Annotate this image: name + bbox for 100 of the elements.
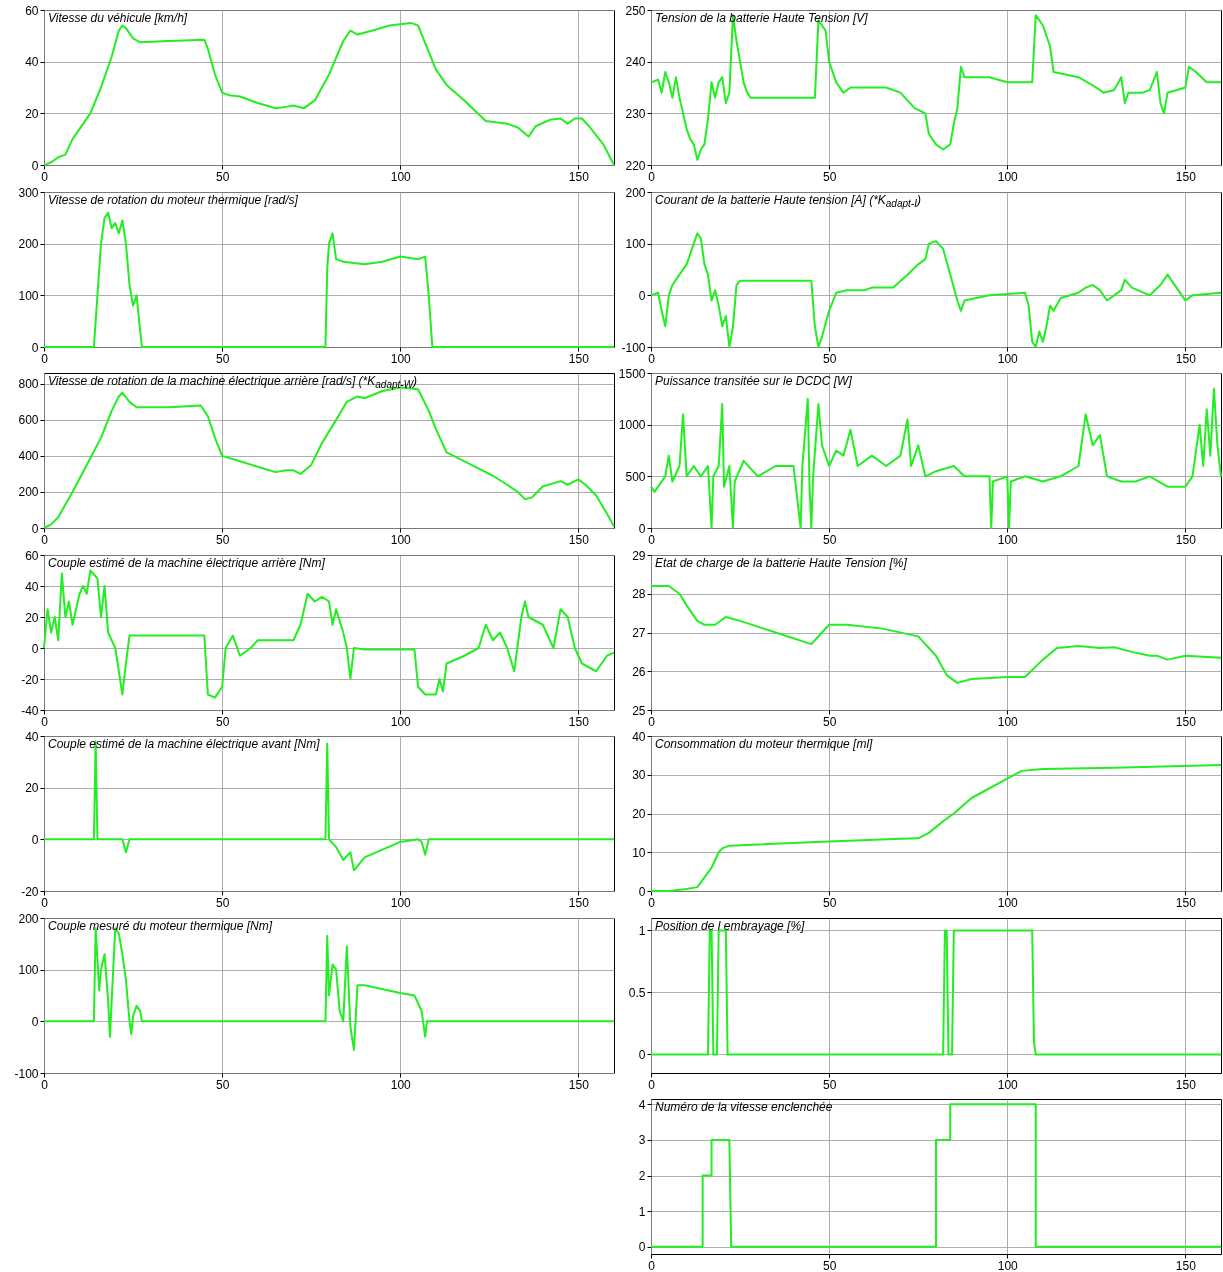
chart-title: Etat de charge de la batterie Haute Tension [%] <box>654 555 908 570</box>
y-tick-label: 200 <box>18 911 39 925</box>
y-tick-label: 40 <box>25 729 39 744</box>
x-tick-label: 150 <box>568 1077 590 1091</box>
x-tick-label: 150 <box>1175 532 1197 547</box>
chart-title: Position de l embrayage [%] <box>654 918 806 933</box>
x-tick-label: 0 <box>41 351 49 365</box>
chart-title: Couple mesuré du moteur thermique [Nm] <box>47 918 274 933</box>
x-tick-label: 50 <box>215 1077 230 1091</box>
x-tick-label: 50 <box>822 532 837 547</box>
x-tick-label: 50 <box>822 895 837 910</box>
x-tick-label: 0 <box>41 169 49 184</box>
line-series <box>650 584 1222 684</box>
x-tick-label: 100 <box>390 895 412 910</box>
x-tick-label: 0 <box>648 1258 656 1272</box>
y-tick-label: 60 <box>25 548 39 562</box>
chart-title: Courant de la batterie Haute tension [A] (*K$_{adapt-I}$) <box>654 192 922 209</box>
x-tick-label: 150 <box>1175 351 1197 365</box>
y-tick-label: 0 <box>31 521 39 536</box>
y-tick-label: 0 <box>31 158 39 173</box>
x-tick-label: 100 <box>390 1077 412 1091</box>
y-tick-label: -100 <box>14 1066 39 1080</box>
y-tick-label: 0 <box>31 641 39 655</box>
line-series <box>650 14 1222 161</box>
y-tick-label: 2 <box>638 1169 646 1184</box>
x-tick-label: 100 <box>997 1258 1019 1272</box>
x-tick-label: 150 <box>1175 1258 1197 1272</box>
y-tick-label: 1 <box>638 923 646 938</box>
y-tick-label: 0 <box>31 832 39 847</box>
chart-title: Vitesse du véhicule [km/h] <box>47 11 189 25</box>
x-tick-label: 100 <box>390 714 412 728</box>
y-tick-label: 0 <box>638 1047 646 1062</box>
x-tick-label: 150 <box>1175 1077 1197 1091</box>
y-tick-label: 300 <box>18 185 39 199</box>
line-series <box>43 569 615 699</box>
x-tick-label: 100 <box>997 895 1019 910</box>
y-tick-label: 10 <box>632 845 646 860</box>
y-tick-label: 26 <box>632 664 646 679</box>
x-tick-label: 100 <box>390 351 412 365</box>
x-tick-label: 100 <box>997 351 1019 365</box>
x-tick-label: 50 <box>215 714 230 728</box>
chart-title: Couple estimé de la machine électrique arrière [Nm] <box>47 555 326 570</box>
y-tick-label: 240 <box>625 55 646 70</box>
y-tick-label: 100 <box>18 962 39 977</box>
y-tick-label: 20 <box>25 106 39 121</box>
y-tick-label: 0 <box>31 340 39 354</box>
x-tick-label: 0 <box>648 714 656 728</box>
x-tick-label: 0 <box>648 532 656 547</box>
x-tick-label: 0 <box>41 532 49 547</box>
x-tick-label: 0 <box>648 1077 656 1091</box>
y-tick-label: 60 <box>25 3 39 18</box>
y-tick-label: 29 <box>632 548 646 562</box>
y-tick-label: 1500 <box>618 366 646 381</box>
y-tick-label: 220 <box>625 158 646 173</box>
x-tick-label: 100 <box>997 532 1019 547</box>
x-tick-label: 100 <box>390 169 412 184</box>
x-tick-label: 150 <box>1175 714 1197 728</box>
x-tick-label: 0 <box>41 895 49 910</box>
x-tick-label: 150 <box>568 532 590 547</box>
y-tick-label: 1 <box>638 1204 646 1219</box>
y-tick-label: 250 <box>625 3 646 18</box>
y-tick-label: 100 <box>18 288 39 303</box>
x-tick-label: 50 <box>215 895 230 910</box>
y-tick-label: 25 <box>632 703 646 717</box>
x-tick-label: 0 <box>41 1077 49 1091</box>
x-tick-label: 0 <box>41 714 49 728</box>
x-tick-label: 50 <box>822 1077 837 1091</box>
y-tick-label: 20 <box>25 781 39 796</box>
x-tick-label: 100 <box>997 714 1019 728</box>
x-tick-label: 50 <box>215 169 230 184</box>
x-tick-label: 50 <box>215 532 230 547</box>
x-tick-label: 50 <box>822 714 837 728</box>
x-tick-label: 150 <box>568 714 590 728</box>
y-tick-label: -20 <box>21 672 39 686</box>
y-tick-label: 40 <box>632 729 646 744</box>
y-tick-label: 200 <box>18 236 39 251</box>
line-series <box>650 1103 1222 1248</box>
chart-title: Puissance transitée sur le DCDC [W] <box>654 374 853 388</box>
y-tick-label: 3 <box>638 1133 646 1148</box>
x-tick-label: 0 <box>648 169 656 184</box>
y-tick-label: 800 <box>18 377 39 392</box>
x-tick-label: 50 <box>822 169 837 184</box>
y-tick-label: 0 <box>638 521 646 536</box>
x-tick-label: 50 <box>215 351 230 365</box>
x-tick-label: 0 <box>648 895 656 910</box>
y-tick-label: 20 <box>632 807 646 821</box>
x-tick-label: 0 <box>648 351 656 365</box>
y-tick-label: 230 <box>625 106 646 121</box>
y-tick-label: 30 <box>632 768 646 783</box>
y-tick-label: 0 <box>638 1240 646 1255</box>
x-tick-label: 150 <box>1175 169 1197 184</box>
y-tick-label: 4 <box>638 1097 646 1112</box>
x-tick-label: 150 <box>568 895 590 910</box>
y-tick-label: 100 <box>625 236 646 251</box>
y-tick-label: 0.5 <box>628 985 646 1000</box>
y-tick-label: 200 <box>18 485 39 500</box>
y-tick-label: 40 <box>25 55 39 70</box>
x-tick-label: 150 <box>568 169 590 184</box>
y-tick-label: 0 <box>31 1014 39 1029</box>
x-tick-label: 100 <box>997 1077 1019 1091</box>
